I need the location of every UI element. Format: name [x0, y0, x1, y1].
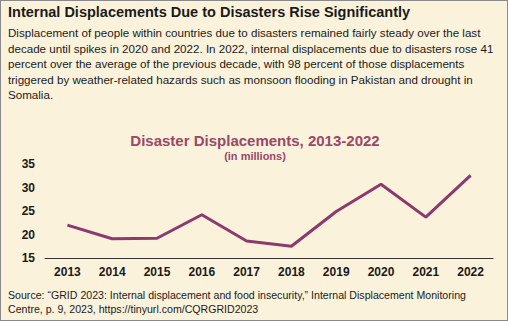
- svg-text:Disaster Displacements, 2013-2: Disaster Displacements, 2013-2022: [130, 132, 379, 149]
- svg-text:(in millions): (in millions): [224, 150, 286, 162]
- svg-text:2014: 2014: [99, 265, 126, 279]
- svg-text:35: 35: [22, 157, 36, 171]
- html-text:Source: “GRID 2023: Internal d: Source: “GRID 2023: Internal displacemen…: [8, 289, 466, 315]
- svg-text:2018: 2018: [278, 265, 305, 279]
- svg-text:2020: 2020: [368, 265, 395, 279]
- svg-text:2017: 2017: [233, 265, 260, 279]
- svg-text:2021: 2021: [412, 265, 439, 279]
- svg-text:2022: 2022: [457, 265, 484, 279]
- svg-text:25: 25: [22, 204, 36, 218]
- svg-text:30: 30: [22, 181, 36, 195]
- svg-text:20: 20: [22, 228, 36, 242]
- svg-text:2019: 2019: [323, 265, 350, 279]
- svg-text:15: 15: [22, 251, 36, 265]
- svg-text:2015: 2015: [144, 265, 171, 279]
- html-text:Displacement of people within: Displacement of people within countries …: [8, 26, 494, 101]
- svg-text:2013: 2013: [54, 265, 81, 279]
- html-text:Internal Displacements Due to: Internal Displacements Due to Disasters …: [8, 4, 411, 20]
- svg-text:2016: 2016: [188, 265, 215, 279]
